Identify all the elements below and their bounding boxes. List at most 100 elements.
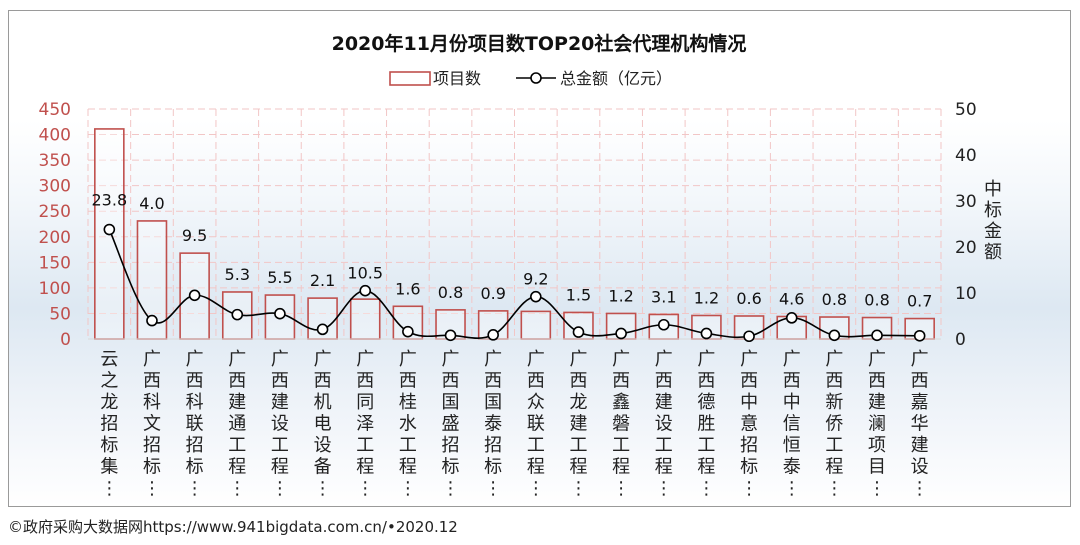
x-category-label-char: 招 [186,435,204,456]
data-label: 0.6 [736,289,761,308]
x-category-label-char: 设 [271,414,289,435]
x-category-label-char: 招 [442,435,460,456]
x-category-label-char: 西 [314,371,332,392]
x-category-label-char: 广 [143,349,161,370]
y-left-tick-label: 400 [39,126,71,146]
x-category-label-char: 科 [143,392,161,413]
x-category-label-char: 西 [655,371,673,392]
line-point [572,326,585,338]
x-category-label-char: ⋮ [612,478,630,499]
x-category-label-char: 标 [740,457,758,478]
x-category-label-char: ⋮ [697,478,715,499]
x-category-label-char: 建 [911,435,929,456]
x-category-label-char: 项 [868,435,886,456]
bar [520,310,552,340]
x-category-label-char: 设 [655,414,673,435]
x-category-label-char: 新 [825,392,843,413]
y-right-axis-title-char: 标 [984,200,1002,221]
x-category-label-char: 程 [569,457,587,478]
data-label: 1.2 [694,288,719,307]
x-category-label-char: 标 [484,457,502,478]
x-category-label-char: ⋮ [399,478,417,499]
line-point [657,318,670,331]
x-category-label-char: 工 [356,435,374,456]
x-category-label-char: 西 [143,371,161,392]
x-category-label-char: 设 [911,457,929,478]
x-category-label-char: 泽 [356,414,374,435]
y-left-tick-label: 300 [39,177,71,197]
y-right-axis-title-char: 金 [984,221,1002,242]
x-category-label-char: 程 [697,457,715,478]
line-point [615,327,627,340]
x-category-label-char: 国 [484,392,502,413]
x-category-label-char: 广 [868,349,886,370]
data-label: 1.2 [608,286,633,305]
x-category-label-char: 广 [911,349,929,370]
data-label: 0.7 [907,292,932,311]
legend-label-amount: 总金额（亿元） [560,69,672,88]
x-category-label-char: 广 [740,349,758,370]
x-category-label-char: 广 [399,349,417,370]
x-category-label-char: 泰 [484,414,502,435]
x-category-label-char: 广 [228,349,246,370]
x-category-label-char: 工 [527,435,545,456]
x-category-label-char: 广 [783,349,801,370]
line-point [828,329,841,342]
x-category-label-char: 西 [697,371,715,392]
x-category-label-char: ⋮ [484,478,502,499]
x-category-label-char: 德 [697,392,715,413]
line-point [700,327,713,340]
x-category-label-char: 云 [100,349,118,370]
data-label: 3.1 [651,287,676,306]
x-category-label-char: ⋮ [569,478,587,499]
y-right-axis-title-char: 额 [984,242,1002,263]
x-category-label-char: 工 [655,435,673,456]
x-category-label-char: 广 [484,349,502,370]
x-category-label-char: 众 [527,392,545,413]
x-category-label-char: 文 [143,414,161,435]
legend-bar-swatch [389,71,431,86]
data-label: 1.6 [395,279,420,298]
x-category-label-char: 程 [228,457,246,478]
x-category-label-char: 西 [911,371,929,392]
y-left-tick-label: 350 [39,151,71,171]
x-category-label-char: 广 [271,349,289,370]
x-category-label-char: 西 [186,371,204,392]
data-label: 1.5 [566,285,591,304]
x-category-label-char: ⋮ [911,478,929,499]
x-category-label-char: 工 [612,435,630,456]
data-label: 0.8 [864,291,889,310]
x-category-label-char: 西 [740,371,758,392]
line-point [231,308,244,321]
y-left-tick-label: 250 [39,202,71,222]
data-label: 4.0 [139,194,164,213]
x-category-label-char: 程 [271,457,289,478]
x-category-label-char: 科 [186,392,204,413]
x-category-label-char: 广 [442,349,460,370]
x-category-label-char: 之 [100,371,118,392]
x-category-label-char: 胜 [697,414,715,435]
x-category-label-char: 侨 [825,414,843,435]
x-category-label-char: 标 [442,457,460,478]
line-point [913,329,926,342]
line-point [487,329,499,341]
y-left-tick-label: 100 [39,279,71,299]
x-category-label-char: 广 [569,349,587,370]
data-label: 5.5 [267,268,292,287]
y-right-tick-label: 20 [955,238,977,258]
data-label: 9.2 [523,270,548,289]
y-left-tick-label: 450 [39,100,71,120]
x-category-label-char: 西 [484,371,502,392]
x-category-label-char: 西 [825,371,843,392]
x-category-label-char: 广 [314,349,332,370]
x-category-label-char: 桂 [399,392,417,413]
x-category-label-char: 程 [655,457,673,478]
line-point [103,223,116,236]
x-category-label-char: 华 [911,414,929,435]
line-point [188,289,201,302]
x-category-label-char: 程 [399,457,417,478]
x-category-label-char: 西 [271,371,289,392]
x-category-label-char: ⋮ [271,478,289,499]
x-category-label-char: 建 [868,392,886,413]
